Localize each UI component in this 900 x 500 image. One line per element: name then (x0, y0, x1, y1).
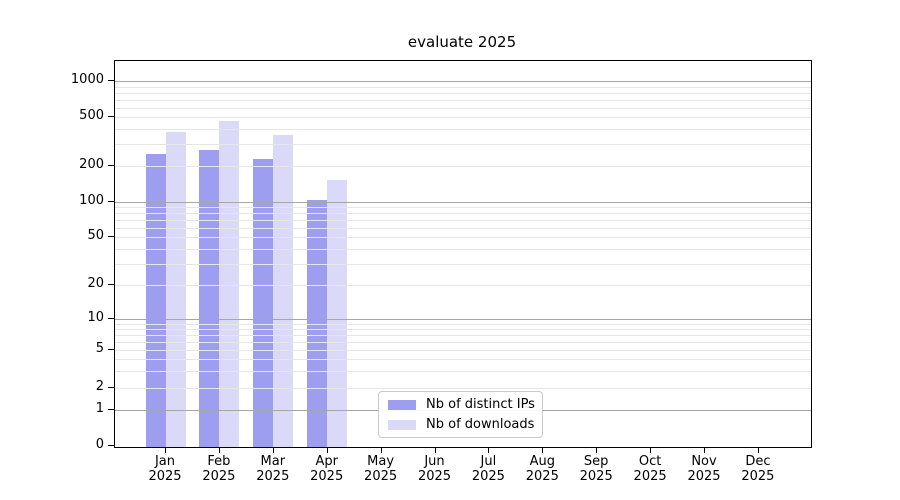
bar-nb-of-downloads-apr-2025 (327, 180, 348, 447)
minor-gridline (115, 220, 811, 221)
x-tick-mark (596, 447, 598, 453)
minor-gridline (115, 227, 811, 229)
minor-gridline (115, 285, 811, 286)
y-tick-label: 100 (79, 193, 104, 208)
y-tick-mark (108, 284, 114, 285)
minor-gridline (115, 341, 811, 343)
y-tick-mark (108, 318, 114, 320)
y-tick-mark (108, 349, 114, 350)
bar-nb-of-downloads-mar-2025 (273, 134, 294, 447)
minor-gridline (115, 86, 811, 88)
x-tick-label: Jul 2025 (471, 454, 505, 484)
x-tick-label: Aug 2025 (525, 454, 559, 484)
y-tick-label: 5 (95, 341, 104, 356)
x-tick-label: Jun 2025 (417, 454, 452, 484)
bar-nb-of-downloads-jan-2025 (165, 131, 186, 447)
legend-item: Nb of downloads (388, 417, 535, 432)
minor-gridline (115, 335, 811, 337)
minor-gridline (115, 387, 811, 389)
x-tick-mark (165, 447, 166, 453)
y-tick-mark (108, 116, 114, 118)
minor-gridline (115, 237, 811, 238)
y-tick-mark (108, 201, 114, 202)
y-tick-mark (108, 80, 114, 81)
legend-label: Nb of distinct IPs (426, 397, 535, 412)
y-tick-mark (108, 445, 114, 446)
minor-gridline (115, 144, 811, 146)
minor-gridline (115, 99, 811, 101)
legend-swatch-distinct-ips (388, 399, 416, 410)
x-tick-label: Dec 2025 (741, 454, 775, 484)
y-tick-label: 2 (95, 378, 104, 394)
y-tick-label: 1 (95, 401, 104, 416)
major-gridline (115, 81, 811, 82)
minor-gridline (115, 107, 811, 109)
major-gridline (115, 202, 811, 203)
x-tick-mark (272, 447, 274, 453)
x-tick-mark (326, 447, 328, 453)
minor-gridline (115, 263, 811, 265)
y-tick-label: 500 (79, 108, 104, 124)
minor-gridline (115, 165, 811, 167)
y-tick-mark (108, 409, 114, 410)
y-tick-label: 20 (87, 276, 104, 291)
y-tick-label: 10 (87, 310, 104, 326)
legend-item: Nb of distinct IPs (388, 397, 535, 412)
minor-gridline (115, 207, 811, 209)
legend: Nb of distinct IPs Nb of downloads (378, 391, 543, 438)
legend-swatch-downloads (388, 419, 416, 430)
y-tick-label: 200 (79, 156, 104, 172)
bar-nb-of-distinct-ips-apr-2025 (307, 199, 328, 447)
minor-gridline (115, 329, 811, 331)
x-tick-mark (650, 447, 652, 453)
minor-gridline (115, 92, 811, 94)
y-tick-mark (108, 386, 114, 388)
y-tick-label: 1000 (70, 72, 104, 87)
minor-gridline (115, 117, 811, 119)
x-tick-mark (380, 447, 382, 453)
bar-nb-of-distinct-ips-jan-2025 (145, 153, 166, 447)
bar-nb-of-distinct-ips-mar-2025 (253, 158, 274, 447)
chart-title: evaluate 2025 (407, 33, 517, 51)
plot-area (114, 60, 812, 448)
y-tick-mark (108, 164, 114, 166)
minor-gridline (115, 323, 811, 325)
x-tick-mark (704, 447, 705, 453)
y-tick-mark (108, 236, 114, 237)
x-tick-label: Mar 2025 (256, 454, 290, 484)
bar-nb-of-distinct-ips-feb-2025 (199, 149, 220, 447)
y-tick-label: 50 (87, 228, 104, 243)
minor-gridline (115, 359, 811, 361)
x-tick-mark (434, 447, 436, 453)
x-tick-label: Oct 2025 (633, 454, 667, 484)
x-tick-label: Feb 2025 (202, 454, 236, 484)
x-tick-mark (218, 447, 220, 453)
minor-gridline (115, 213, 811, 215)
minor-gridline (115, 350, 811, 351)
x-tick-mark (542, 447, 544, 453)
y-tick-label: 0 (95, 437, 104, 452)
legend-label: Nb of downloads (426, 417, 535, 432)
x-tick-label: May 2025 (364, 454, 398, 484)
major-gridline (115, 319, 811, 321)
minor-gridline (115, 248, 811, 250)
minor-gridline (115, 129, 811, 131)
minor-gridline (115, 371, 811, 373)
x-tick-mark (488, 447, 490, 453)
x-tick-label: Nov 2025 (687, 454, 721, 484)
x-tick-label: Jan 2025 (148, 454, 182, 484)
x-tick-mark (757, 447, 759, 453)
x-tick-label: Sep 2025 (579, 454, 613, 484)
x-tick-label: Apr 2025 (310, 454, 344, 484)
